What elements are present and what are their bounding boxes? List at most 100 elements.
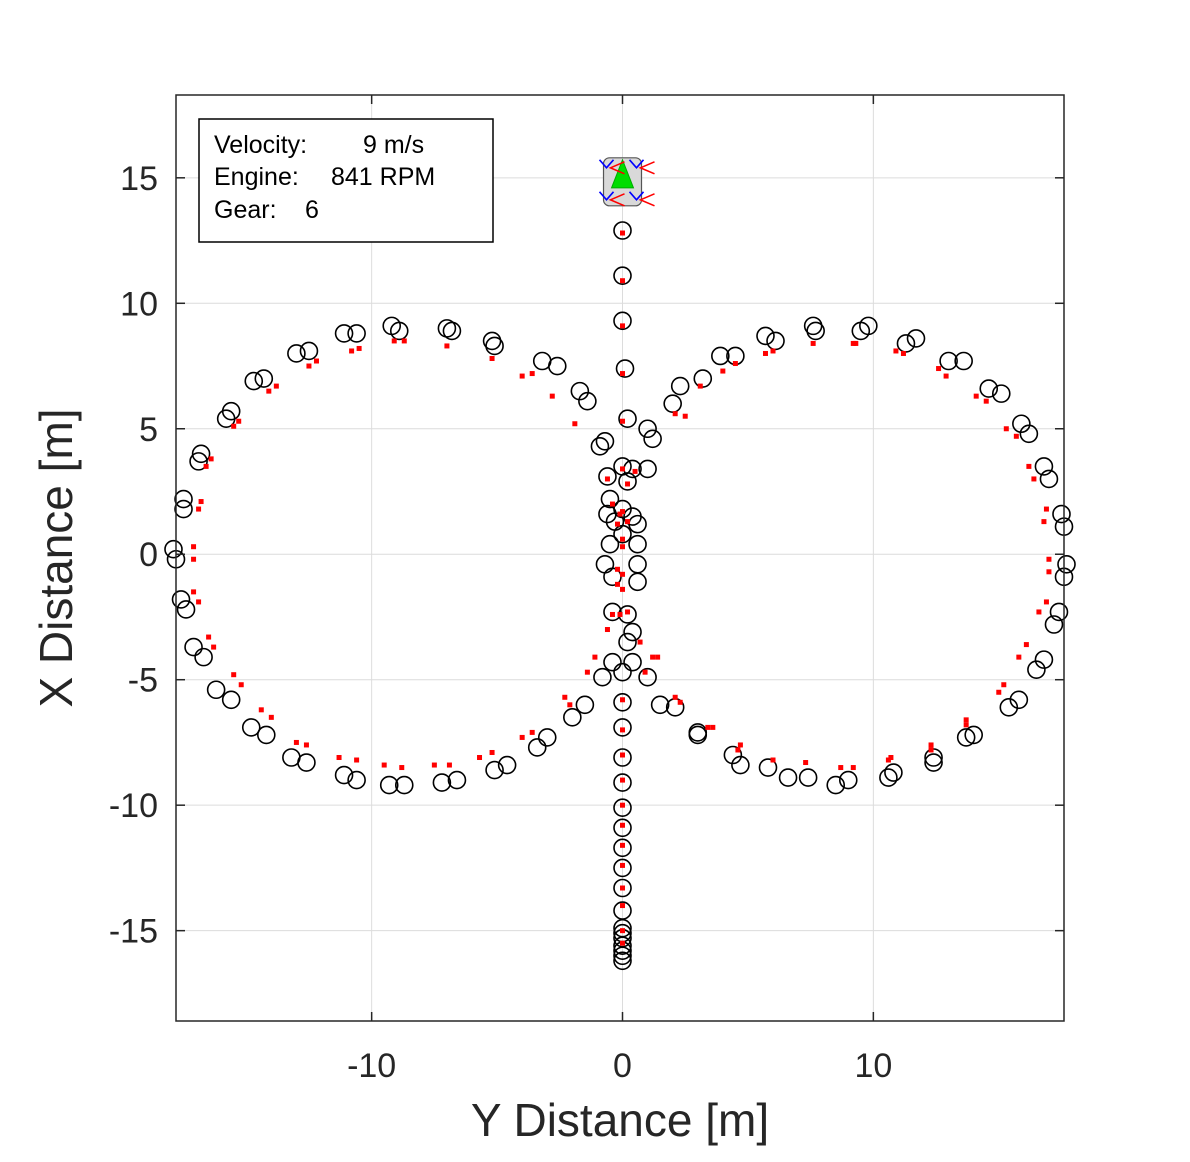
- red-square-marker: [620, 466, 626, 472]
- x-tick-label: -10: [347, 1047, 396, 1085]
- open-circle-marker: [939, 351, 958, 371]
- red-square-marker: [529, 729, 535, 735]
- y-tick-label: 10: [120, 285, 158, 323]
- open-circle-marker: [216, 409, 236, 429]
- red-square-marker: [446, 762, 452, 768]
- red-square-marker: [401, 338, 407, 344]
- red-square-marker: [620, 928, 626, 934]
- open-circle-marker: [613, 221, 632, 240]
- open-circle-marker: [638, 459, 657, 479]
- red-square-marker: [356, 345, 362, 351]
- open-circle-marker: [838, 770, 858, 790]
- red-square-marker: [963, 722, 969, 728]
- open-circle-marker: [532, 351, 552, 371]
- red-square-marker: [900, 350, 906, 356]
- front-right-wheel-force-red: [638, 161, 655, 175]
- open-circle-marker: [711, 346, 730, 366]
- open-circle-marker: [615, 359, 635, 378]
- open-circle-marker: [1019, 424, 1039, 444]
- x-tick-label: 0: [613, 1047, 632, 1085]
- y-tick-label: -15: [109, 913, 158, 951]
- red-square-marker: [614, 566, 620, 572]
- red-square-marker: [620, 697, 626, 703]
- red-square-marker: [885, 757, 891, 763]
- engine-value: 841 RPM: [331, 163, 435, 191]
- velocity-label: Velocity:: [214, 131, 307, 159]
- red-square-marker: [620, 802, 626, 808]
- red-square-marker: [850, 765, 856, 771]
- red-square-marker: [1041, 519, 1047, 525]
- open-circle-marker: [297, 753, 316, 772]
- red-square-marker: [1003, 426, 1009, 432]
- red-square-marker: [620, 509, 626, 515]
- open-circle-marker: [171, 590, 191, 609]
- red-square-marker: [996, 689, 1002, 695]
- open-circle-marker: [164, 539, 183, 559]
- open-circle-marker: [964, 725, 983, 745]
- red-square-marker: [191, 589, 197, 595]
- red-square-marker: [191, 544, 197, 550]
- red-square-marker: [231, 672, 237, 678]
- open-circle-marker: [1034, 457, 1054, 476]
- open-circle-marker: [954, 351, 973, 371]
- red-square-marker: [206, 634, 212, 640]
- red-square-marker: [853, 340, 859, 346]
- open-circle-marker: [174, 499, 193, 519]
- red-square-marker: [928, 742, 934, 748]
- front-right-wheel-force-blue: [628, 159, 645, 170]
- red-square-marker: [529, 371, 535, 377]
- red-square-marker: [697, 383, 703, 389]
- red-square-marker: [682, 413, 688, 419]
- open-circle-marker: [924, 748, 943, 767]
- open-circle-marker: [603, 602, 622, 622]
- red-square-marker: [592, 654, 598, 660]
- info-box: Velocity: 9 m/s Engine: 841 RPM Gear: 6: [198, 118, 494, 243]
- red-square-marker: [572, 421, 578, 427]
- open-circle-marker: [650, 695, 670, 715]
- red-square-marker: [732, 361, 738, 367]
- open-circle-marker: [613, 692, 632, 712]
- red-square-marker: [617, 511, 623, 517]
- open-circle-marker: [485, 760, 504, 780]
- red-square-marker: [620, 842, 626, 848]
- red-square-marker: [196, 506, 202, 512]
- open-circle-marker: [347, 770, 366, 790]
- red-square-marker: [489, 749, 495, 755]
- red-square-marker: [1046, 569, 1052, 575]
- open-circle-marker: [578, 391, 597, 411]
- red-square-marker: [620, 371, 626, 377]
- red-square-marker: [973, 393, 979, 399]
- open-circle-marker: [906, 329, 926, 348]
- open-circle-marker: [575, 695, 595, 715]
- open-circle-marker: [254, 369, 274, 388]
- red-square-marker: [1043, 599, 1049, 605]
- open-circle-marker: [758, 758, 778, 777]
- open-circle-marker: [613, 798, 632, 817]
- open-circle-marker: [334, 324, 354, 343]
- open-circle-marker: [1012, 414, 1031, 434]
- red-square-marker: [983, 398, 989, 404]
- open-circle-marker: [1044, 615, 1064, 634]
- open-circle-marker: [628, 514, 647, 534]
- vehicle-layer: [598, 157, 655, 207]
- red-square-marker: [489, 355, 495, 361]
- red-square-marker: [266, 388, 272, 394]
- open-circle-marker: [176, 600, 196, 619]
- open-circle-marker: [194, 647, 213, 667]
- red-square-marker: [208, 456, 214, 462]
- red-square-marker: [196, 599, 202, 605]
- open-circle-marker: [432, 773, 452, 792]
- red-square-marker: [936, 366, 942, 372]
- red-square-marker: [655, 654, 661, 660]
- open-circle-marker: [603, 652, 622, 672]
- rear-left-wheel-force-blue: [598, 191, 615, 202]
- open-circle-marker: [798, 768, 818, 787]
- red-square-marker: [604, 476, 610, 482]
- open-circle-marker: [598, 467, 617, 486]
- red-square-marker: [231, 423, 237, 429]
- open-circle-marker: [221, 690, 241, 710]
- red-square-marker: [431, 762, 437, 768]
- open-circle-marker: [600, 489, 620, 509]
- open-circle-marker: [613, 858, 632, 878]
